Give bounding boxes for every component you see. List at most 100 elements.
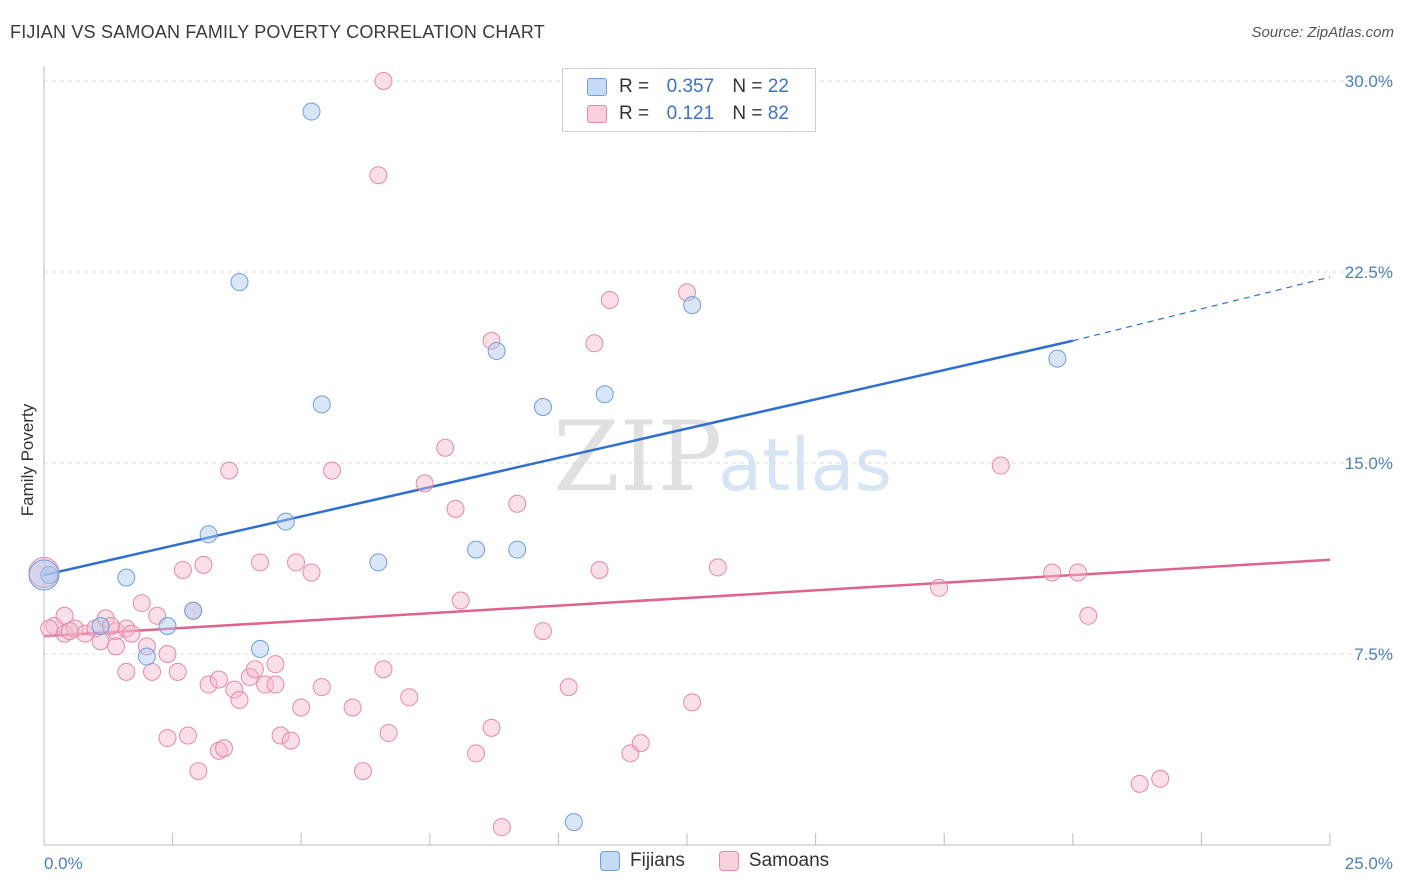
- samoans-point: [353, 762, 372, 781]
- fijians-point: [184, 601, 203, 620]
- samoans-legend-swatch: [718, 851, 739, 871]
- samoans-point: [65, 619, 84, 638]
- legend-item-fijians: Fijians: [600, 850, 685, 872]
- samoans-point: [930, 578, 949, 597]
- fijians-point: [312, 395, 331, 414]
- samoans-point: [179, 726, 198, 745]
- samoans-point: [467, 744, 486, 763]
- fijians-point: [683, 296, 702, 315]
- fijians-point: [251, 639, 270, 658]
- fijians-point: [508, 540, 527, 559]
- grid-lines: [44, 80, 1392, 655]
- fijians-point: [467, 540, 486, 559]
- y-tick-label: 22.5%: [1345, 263, 1393, 282]
- samoans-point: [143, 662, 162, 681]
- samoans-point: [107, 637, 126, 656]
- samoans-point: [173, 560, 192, 579]
- samoans-point: [1151, 769, 1170, 788]
- samoans-point: [991, 456, 1010, 475]
- samoans-point: [225, 680, 244, 699]
- samoans-point: [117, 619, 136, 638]
- samoans-point: [199, 675, 218, 694]
- samoans-point: [590, 560, 609, 579]
- x-tick-label-max: 25.0%: [1345, 854, 1393, 873]
- legend-row-fijians: R = 0.357 N = 22: [587, 75, 789, 99]
- n-value: 22: [767, 76, 789, 97]
- samoans-point: [281, 731, 300, 750]
- fijians-point: [28, 559, 60, 591]
- samoans-point: [683, 693, 702, 712]
- samoans-point: [374, 72, 393, 90]
- samoans-point: [91, 632, 110, 651]
- samoans-point: [1043, 563, 1062, 582]
- fijians-point: [1048, 349, 1067, 368]
- samoans-point: [1068, 563, 1087, 582]
- samoans-point: [323, 461, 342, 480]
- samoans-point: [101, 616, 120, 635]
- fijians-legend-label: Fijians: [630, 850, 685, 871]
- samoans-point: [374, 660, 393, 679]
- samoans-point: [189, 762, 208, 781]
- r-label: R =: [619, 76, 650, 97]
- fijians-point: [533, 397, 552, 416]
- n-label: N =: [732, 103, 763, 124]
- x-tick-label-min: 0.0%: [44, 854, 83, 873]
- samoans-point: [76, 624, 95, 643]
- samoans-point: [451, 591, 470, 610]
- series-legend: Fijians Samoans: [600, 850, 863, 872]
- fijians-point: [487, 341, 506, 360]
- trend-lines: [43, 276, 1331, 638]
- samoans-point: [379, 723, 398, 742]
- fijians-point: [302, 102, 321, 121]
- y-tick-label: 15.0%: [1345, 454, 1393, 473]
- samoans-point: [117, 662, 136, 681]
- samoans-point: [631, 734, 650, 753]
- y-tick-label: 7.5%: [1354, 645, 1393, 664]
- samoans-point: [312, 678, 331, 697]
- samoans-point: [436, 438, 455, 457]
- samoans-point: [245, 660, 264, 679]
- samoans-point: [708, 558, 727, 577]
- samoans-point: [158, 645, 177, 663]
- samoans-point: [122, 624, 141, 643]
- fijians-point: [595, 385, 614, 404]
- samoans-point: [482, 718, 501, 737]
- samoans-point: [158, 729, 177, 748]
- samoans-point: [343, 698, 362, 717]
- samoans-point: [266, 675, 285, 694]
- samoans-point: [137, 637, 156, 656]
- n-value: 82: [767, 103, 789, 124]
- legend-item-samoans: Samoans: [718, 850, 829, 872]
- fijians-point: [199, 525, 218, 544]
- samoans-point: [194, 555, 213, 574]
- samoans-point: [302, 563, 321, 582]
- fijians-swatch: [587, 78, 607, 96]
- samoans-point: [60, 622, 79, 641]
- samoans-trend-line: [43, 558, 1331, 638]
- n-label: N =: [732, 76, 763, 97]
- samoans-point: [533, 622, 552, 641]
- y-tick-label: 30.0%: [1345, 72, 1393, 91]
- samoans-point: [230, 690, 249, 709]
- samoans-swatch: [587, 105, 607, 123]
- legend-row-samoans: R = 0.121 N = 82: [587, 102, 789, 126]
- samoans-point: [508, 494, 527, 513]
- tick-labels: 7.5% 15.0% 22.5% 30.0% 0.0% 25.0%: [44, 72, 1393, 873]
- r-value: 0.121: [666, 103, 715, 124]
- fijians-point: [91, 616, 110, 635]
- fijians-point: [369, 553, 388, 572]
- samoans-point: [369, 166, 388, 185]
- source-label: Source: ZipAtlas.com: [1251, 24, 1394, 41]
- stats-legend: R = 0.357 N = 22 R = 0.121 N = 82: [562, 68, 816, 132]
- samoans-point: [559, 678, 578, 697]
- fijians-trend-extension: [1072, 276, 1331, 342]
- samoans-point: [287, 553, 306, 572]
- samoans-point: [482, 331, 501, 350]
- samoans-point: [1079, 606, 1098, 625]
- samoans-point: [446, 499, 465, 518]
- samoans-point: [220, 461, 239, 480]
- samoans-point: [492, 818, 511, 837]
- watermark-atlas: atlas: [718, 423, 892, 507]
